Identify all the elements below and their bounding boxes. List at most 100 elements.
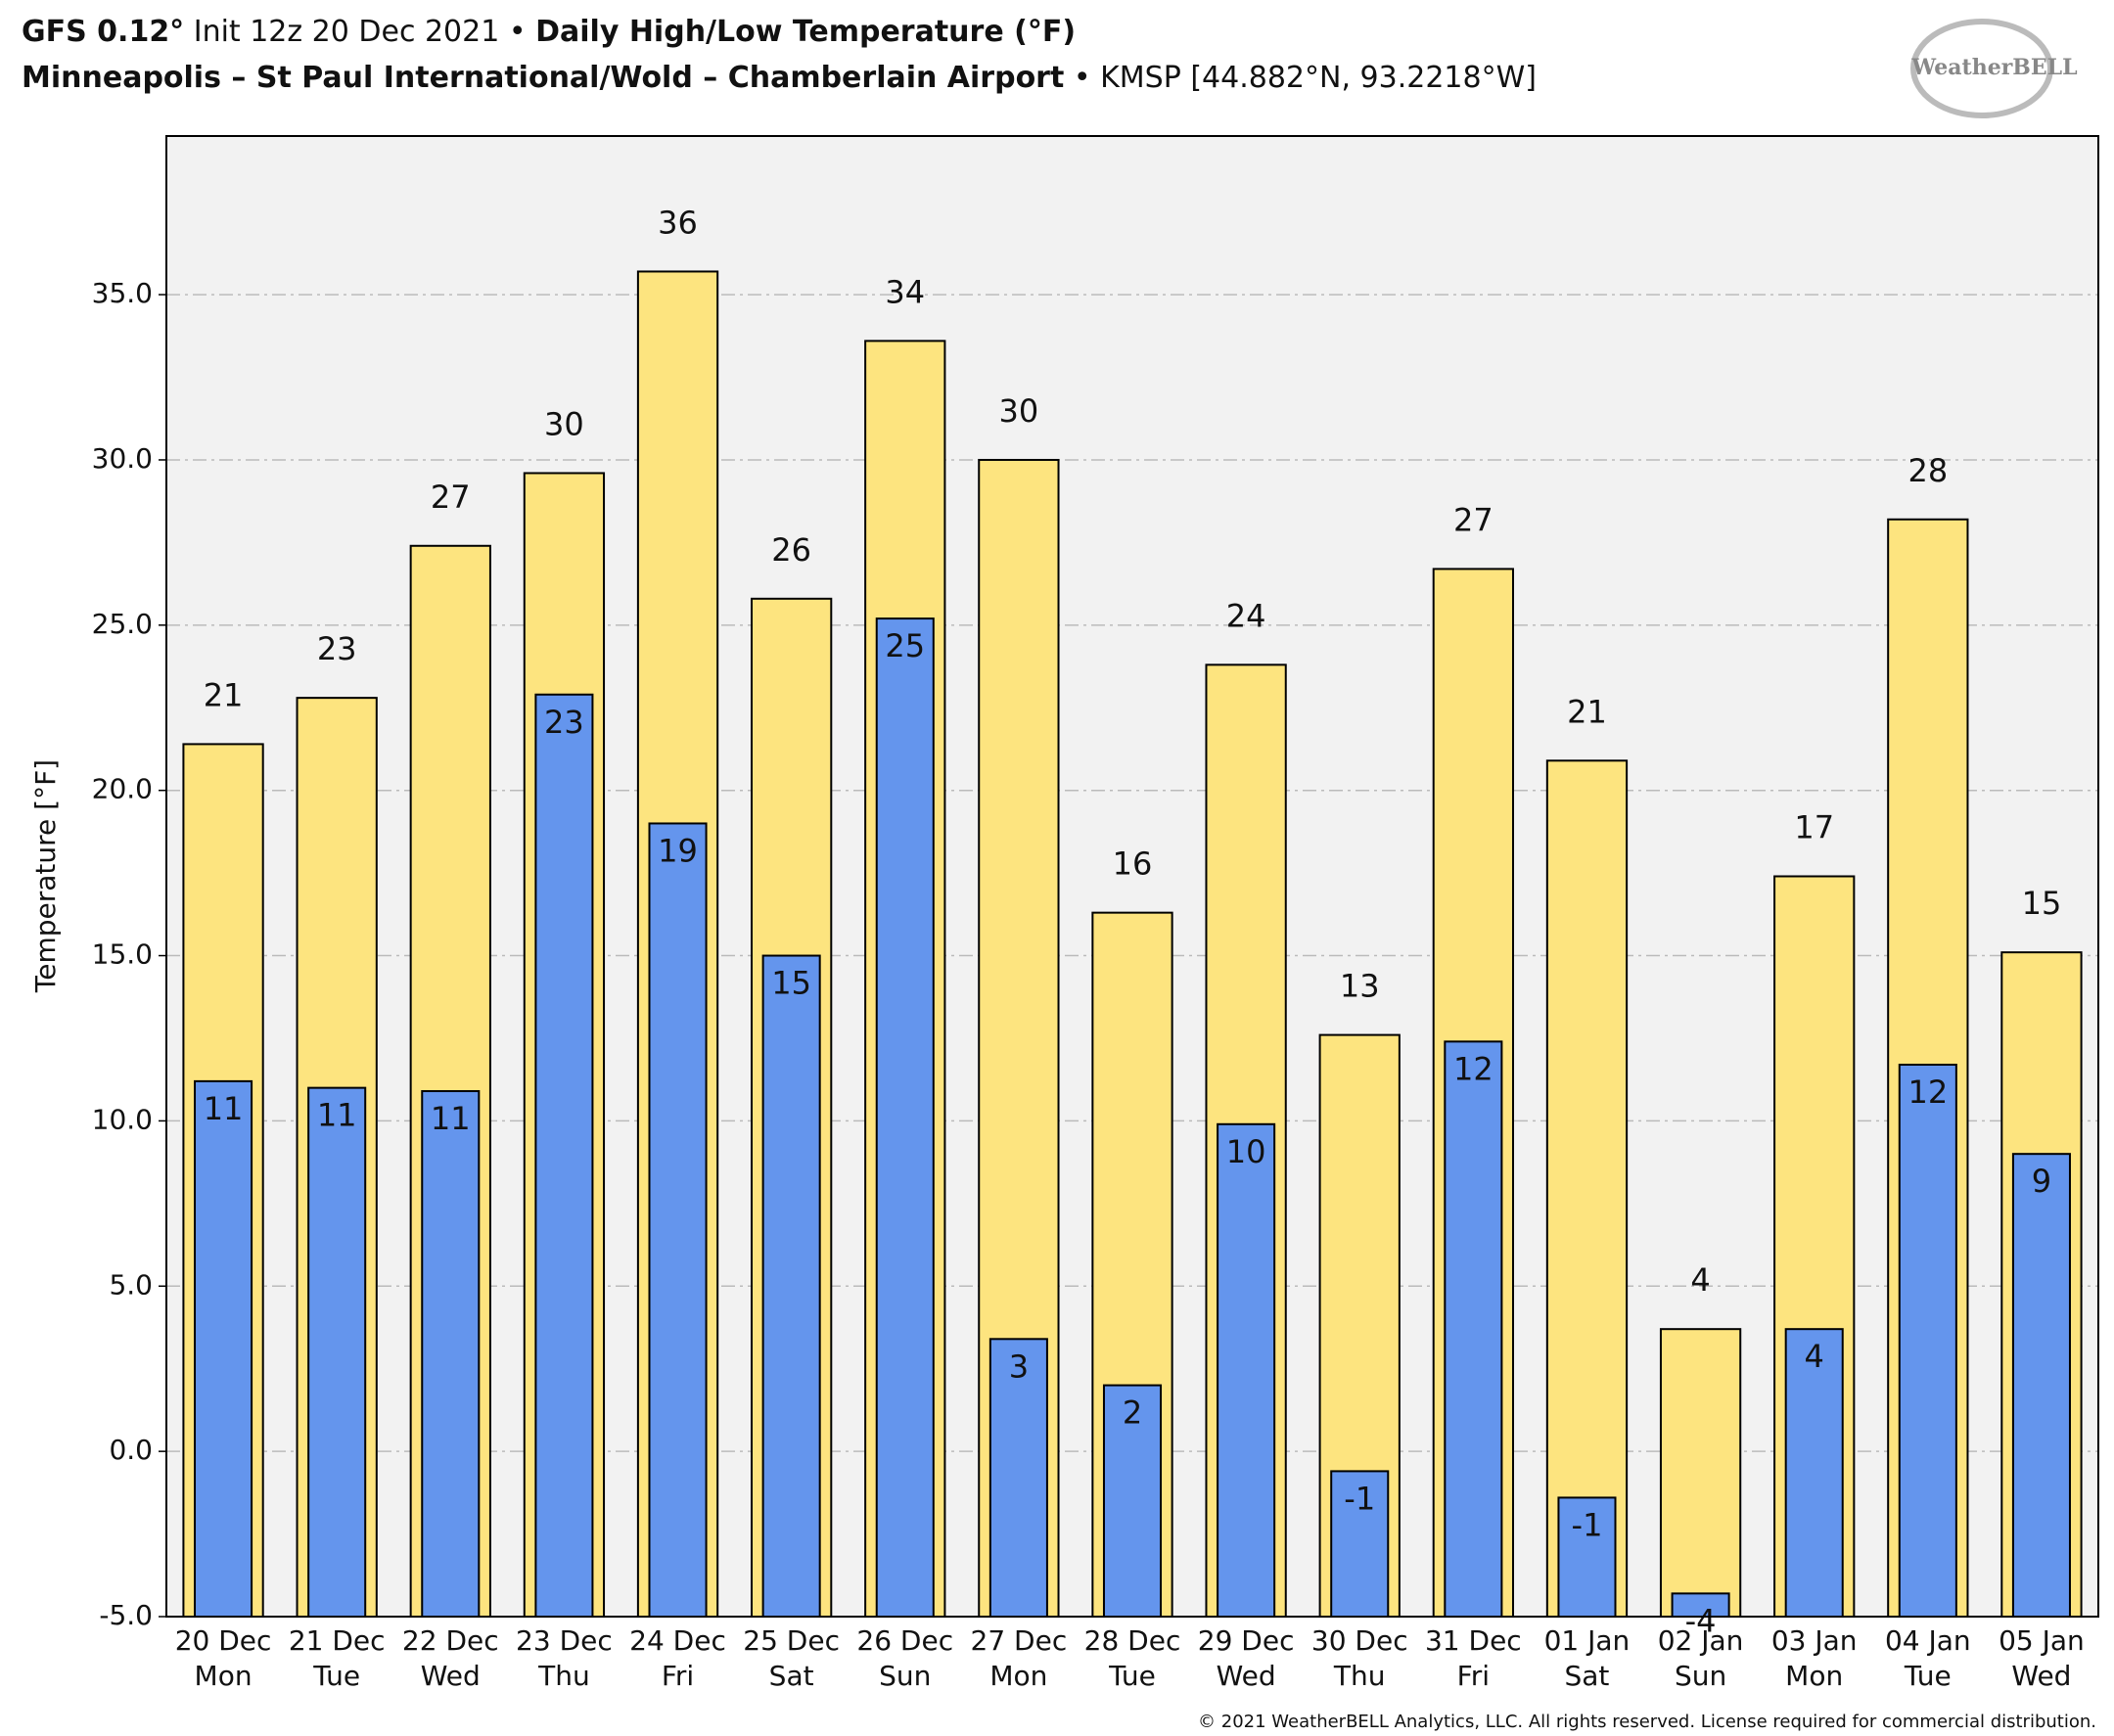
value-label: 11 <box>204 1090 244 1127</box>
bar <box>1659 1328 1742 1618</box>
x-tick-label: 21 Dec <box>289 1624 386 1657</box>
value-label: -1 <box>1344 1480 1375 1517</box>
x-tick-label: 04 Jan <box>1885 1624 1971 1657</box>
x-tick-weekday: Tue <box>312 1660 360 1692</box>
title-part: GFS 0.12° <box>22 15 184 49</box>
y-tick-label: 15.0 <box>92 938 153 971</box>
bar <box>421 1090 481 1619</box>
x-tick-label: 24 Dec <box>629 1624 726 1657</box>
x-tick-weekday: Wed <box>1217 1660 1276 1692</box>
value-label: 23 <box>544 704 584 741</box>
bar <box>1102 1384 1163 1618</box>
bar <box>534 693 594 1618</box>
value-label: 23 <box>317 630 357 667</box>
y-tick-label: 25.0 <box>92 608 153 640</box>
y-tick-label: 30.0 <box>92 442 153 475</box>
bar <box>1557 1496 1617 1619</box>
bar <box>1444 1040 1503 1618</box>
value-label: 27 <box>431 479 471 516</box>
x-tick-weekday: Fri <box>662 1660 694 1692</box>
bar <box>194 1079 253 1619</box>
bar <box>988 1338 1048 1618</box>
value-label: 19 <box>658 832 698 869</box>
x-tick-weekday: Tue <box>1108 1660 1156 1692</box>
y-tick-label: -5.0 <box>99 1599 153 1631</box>
y-tick-label: 20.0 <box>92 773 153 805</box>
x-tick-weekday: Thu <box>1333 1660 1386 1692</box>
value-label: 36 <box>658 204 698 241</box>
value-label: 2 <box>1123 1394 1142 1432</box>
value-label: 10 <box>1226 1133 1266 1170</box>
x-tick-label: 29 Dec <box>1198 1624 1295 1657</box>
x-tick-label: 23 Dec <box>516 1624 613 1657</box>
x-tick-label: 05 Jan <box>1999 1624 2085 1657</box>
x-tick-weekday: Sun <box>1675 1660 1726 1692</box>
value-label: 12 <box>1907 1074 1948 1111</box>
bar <box>2011 1153 2071 1618</box>
bar <box>1545 759 1629 1618</box>
x-tick-weekday: Mon <box>989 1660 1047 1692</box>
value-label: 4 <box>1690 1261 1710 1299</box>
title-part: Init 12z 20 Dec 2021 <box>184 15 499 49</box>
x-tick-label: 30 Dec <box>1311 1624 1408 1657</box>
plot-frame <box>165 135 2099 1618</box>
value-label: 26 <box>771 531 811 569</box>
bar <box>875 617 935 1618</box>
value-label: -1 <box>1572 1506 1603 1543</box>
x-tick-label: 27 Dec <box>971 1624 1068 1657</box>
value-label: 34 <box>885 273 925 310</box>
logo: WeatherBELL <box>1910 55 2077 80</box>
y-tick-label: 10.0 <box>92 1103 153 1135</box>
title-part: • <box>1064 61 1100 95</box>
value-label: 21 <box>204 676 244 713</box>
value-label: 11 <box>317 1097 357 1134</box>
bar <box>1898 1064 1957 1618</box>
title-part: Minneapolis – St Paul International/Wold… <box>22 61 1064 95</box>
value-label: 12 <box>1453 1050 1494 1087</box>
x-tick-weekday: Tue <box>1904 1660 1952 1692</box>
x-tick-weekday: Mon <box>1785 1660 1843 1692</box>
y-axis-label: Temperature [°F] <box>29 759 62 993</box>
x-tick-label: 31 Dec <box>1425 1624 1522 1657</box>
x-tick-label: 20 Dec <box>175 1624 272 1657</box>
value-label: 27 <box>1453 501 1494 538</box>
chart-subtitle: Minneapolis – St Paul International/Wold… <box>22 61 1537 95</box>
x-tick-label: 02 Jan <box>1658 1624 1744 1657</box>
value-label: 30 <box>999 392 1039 430</box>
x-tick-weekday: Wed <box>2011 1660 2071 1692</box>
chart-title: GFS 0.12° Init 12z 20 Dec 2021 • Daily H… <box>22 15 1076 49</box>
bar <box>307 1086 367 1618</box>
bar <box>648 822 708 1618</box>
value-label: 15 <box>771 965 811 1002</box>
value-label: -4 <box>1685 1602 1717 1639</box>
value-label: 21 <box>1567 693 1607 730</box>
x-tick-label: 28 Dec <box>1084 1624 1181 1657</box>
value-label: 13 <box>1340 968 1380 1005</box>
y-tick-label: 0.0 <box>109 1434 153 1466</box>
value-label: 3 <box>1009 1348 1029 1385</box>
value-label: 16 <box>1113 845 1153 883</box>
title-part: Daily High/Low Temperature (°F) <box>535 15 1076 49</box>
value-label: 15 <box>2022 885 2062 922</box>
logo-swirl <box>1910 19 2053 118</box>
x-tick-label: 03 Jan <box>1771 1624 1858 1657</box>
value-label: 25 <box>885 627 925 664</box>
x-tick-label: 22 Dec <box>402 1624 499 1657</box>
x-tick-weekday: Mon <box>195 1660 253 1692</box>
x-tick-weekday: Fri <box>1457 1660 1490 1692</box>
x-tick-weekday: Wed <box>421 1660 481 1692</box>
x-tick-label: 26 Dec <box>856 1624 953 1657</box>
value-label: 9 <box>2032 1163 2051 1200</box>
title-part: KMSP [44.882°N, 93.2218°W] <box>1100 61 1537 95</box>
value-label: 11 <box>431 1100 471 1137</box>
x-tick-weekday: Sat <box>769 1660 814 1692</box>
value-label: 17 <box>1794 809 1834 846</box>
x-tick-label: 01 Jan <box>1544 1624 1631 1657</box>
footer: © 2021 WeatherBELL Analytics, LLC. All r… <box>1198 1712 2096 1732</box>
x-tick-label: 25 Dec <box>743 1624 840 1657</box>
value-label: 30 <box>544 405 584 442</box>
bar <box>1784 1328 1844 1618</box>
title-part: • <box>499 15 535 49</box>
y-tick-label: 5.0 <box>109 1268 153 1301</box>
